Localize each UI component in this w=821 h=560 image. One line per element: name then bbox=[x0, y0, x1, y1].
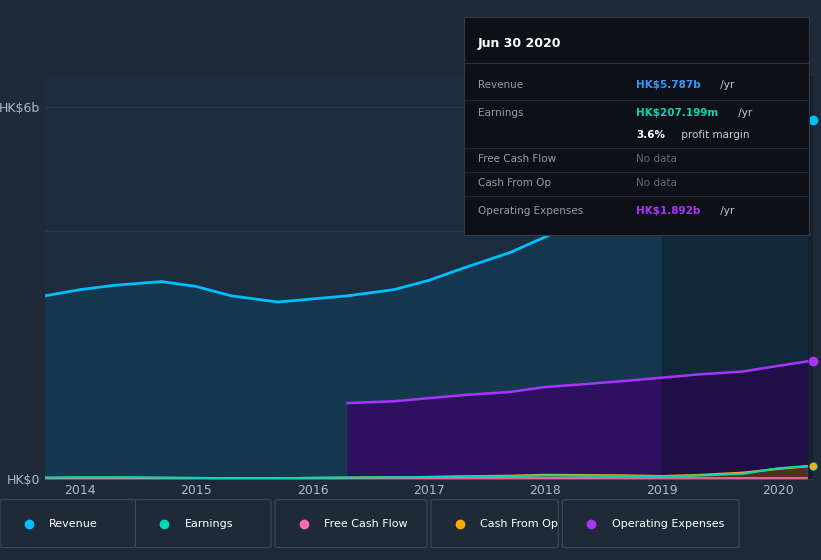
Bar bbox=[662, 76, 813, 479]
Text: /yr: /yr bbox=[717, 80, 734, 90]
Text: HK$5.787b: HK$5.787b bbox=[636, 80, 701, 90]
Text: /yr: /yr bbox=[717, 206, 734, 216]
Text: Jun 30 2020: Jun 30 2020 bbox=[478, 36, 562, 49]
Text: HK$207.199m: HK$207.199m bbox=[636, 108, 718, 118]
Text: Operating Expenses: Operating Expenses bbox=[478, 206, 583, 216]
Text: Cash From Op: Cash From Op bbox=[478, 178, 551, 188]
Text: Free Cash Flow: Free Cash Flow bbox=[478, 154, 556, 164]
Text: 3.6%: 3.6% bbox=[636, 130, 665, 140]
Text: profit margin: profit margin bbox=[677, 130, 749, 140]
Text: No data: No data bbox=[636, 178, 677, 188]
Text: Revenue: Revenue bbox=[49, 519, 98, 529]
Text: Earnings: Earnings bbox=[185, 519, 233, 529]
Text: /yr: /yr bbox=[735, 108, 752, 118]
Text: Revenue: Revenue bbox=[478, 80, 523, 90]
Text: Operating Expenses: Operating Expenses bbox=[612, 519, 724, 529]
Text: No data: No data bbox=[636, 154, 677, 164]
Text: Cash From Op: Cash From Op bbox=[480, 519, 558, 529]
Text: HK$1.892b: HK$1.892b bbox=[636, 206, 700, 216]
Text: Free Cash Flow: Free Cash Flow bbox=[324, 519, 408, 529]
Text: Earnings: Earnings bbox=[478, 108, 523, 118]
